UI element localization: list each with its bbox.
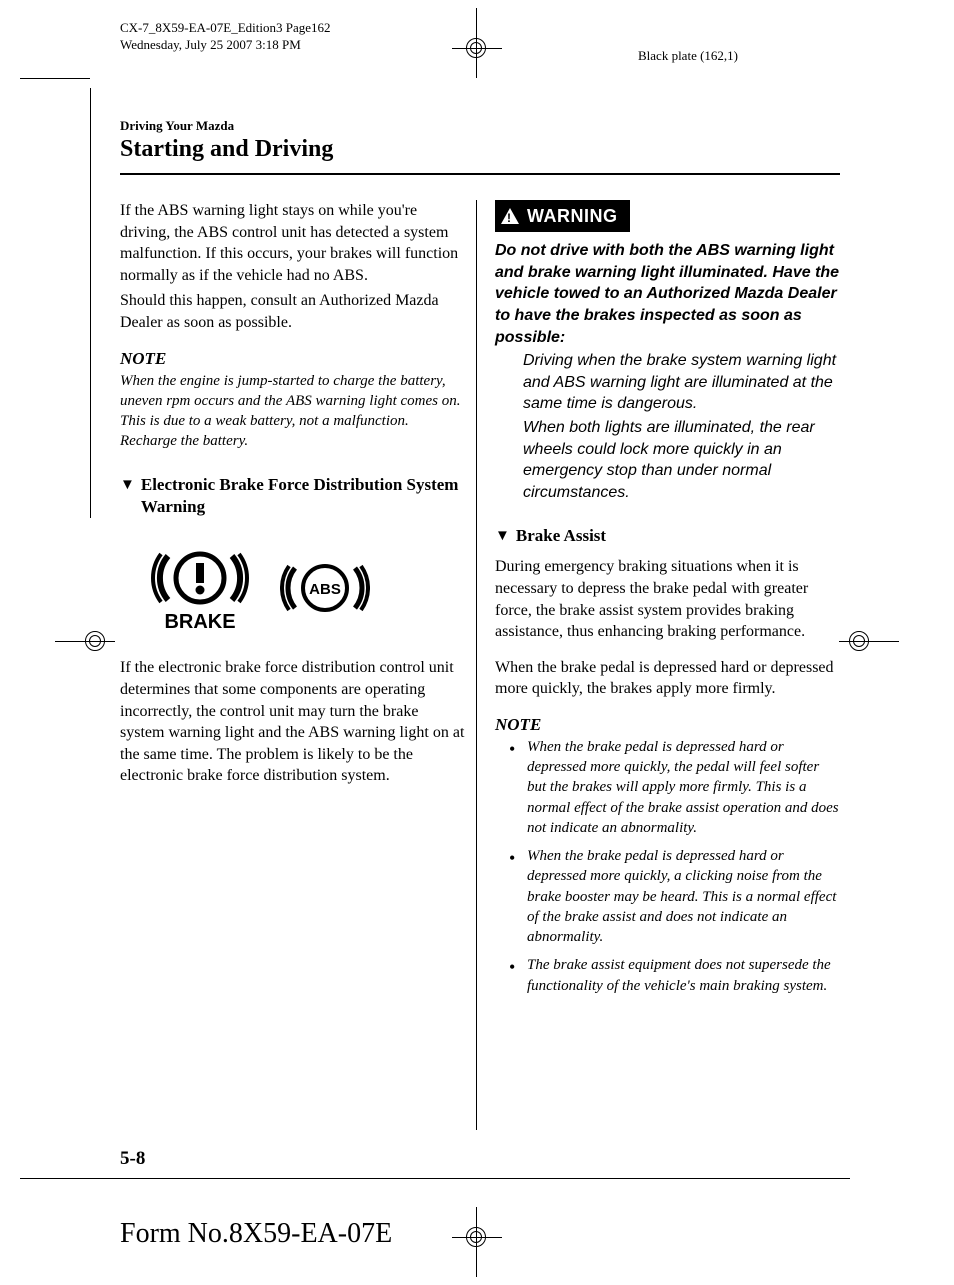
triangle-icon: ▼ [495,525,510,548]
note-item: When the brake pedal is depressed hard o… [513,846,840,947]
triangle-icon: ▼ [120,474,135,497]
brake-warning-icon: BRAKE [150,543,250,633]
black-plate: Black plate (162,1) [638,48,738,64]
note-heading-2: NOTE [495,714,840,737]
warning-body-1: Driving when the brake system warning li… [495,350,840,415]
page-number: 5-8 [120,1148,145,1170]
section-header: Driving Your Mazda Starting and Driving [120,118,840,175]
content: If the ABS warning light stays on while … [120,200,840,1004]
warning-label: WARNING [495,200,630,232]
section-big: Starting and Driving [120,136,840,163]
registration-mark-bottom [452,1207,502,1277]
print-header-line2: Wednesday, July 25 2007 3:18 PM [120,37,331,54]
warning-body-2: When both lights are illuminated, the re… [495,417,840,503]
brake-assist-p1: During emergency braking situations when… [495,556,840,642]
form-number: Form No.8X59-EA-07E [120,1218,392,1250]
registration-mark-top [452,8,502,78]
ebfd-text: If the electronic brake force distributi… [120,657,465,787]
print-header-line1: CX-7_8X59-EA-07E_Edition3 Page162 [120,20,331,37]
crop-mark [20,78,90,79]
note-list: When the brake pedal is depressed hard o… [495,737,840,996]
note-text: When the engine is jump-started to charg… [120,371,465,452]
section-small: Driving Your Mazda [120,118,840,134]
header-rule [120,173,840,175]
registration-mark-right [839,617,899,667]
brake-assist-p2: When the brake pedal is depressed hard o… [495,657,840,700]
brake-assist-heading: ▼Brake Assist [495,525,840,548]
bottom-rule [20,1178,850,1179]
note-heading: NOTE [120,348,465,371]
left-column: If the ABS warning light stays on while … [120,200,465,1004]
consult-dealer-text: Should this happen, consult an Authorize… [120,290,465,333]
print-header: CX-7_8X59-EA-07E_Edition3 Page162 Wednes… [120,20,331,54]
svg-text:BRAKE: BRAKE [164,611,235,633]
note-item: When the brake pedal is depressed hard o… [513,737,840,838]
warning-triangle-icon [501,208,519,224]
note-item: The brake assist equipment does not supe… [513,955,840,996]
abs-warning-icon: ABS [280,553,370,623]
warning-box: WARNING [495,200,840,232]
warning-icons: BRAKE ABS [150,543,465,633]
crop-mark [90,88,91,518]
right-column: WARNING Do not drive with both the ABS w… [495,200,840,1004]
ebfd-heading: ▼Electronic Brake Force Distribution Sys… [120,474,465,520]
warning-bold-text: Do not drive with both the ABS warning l… [495,240,840,348]
svg-text:ABS: ABS [309,581,341,598]
registration-mark-left [55,617,115,667]
abs-warning-text: If the ABS warning light stays on while … [120,200,465,286]
